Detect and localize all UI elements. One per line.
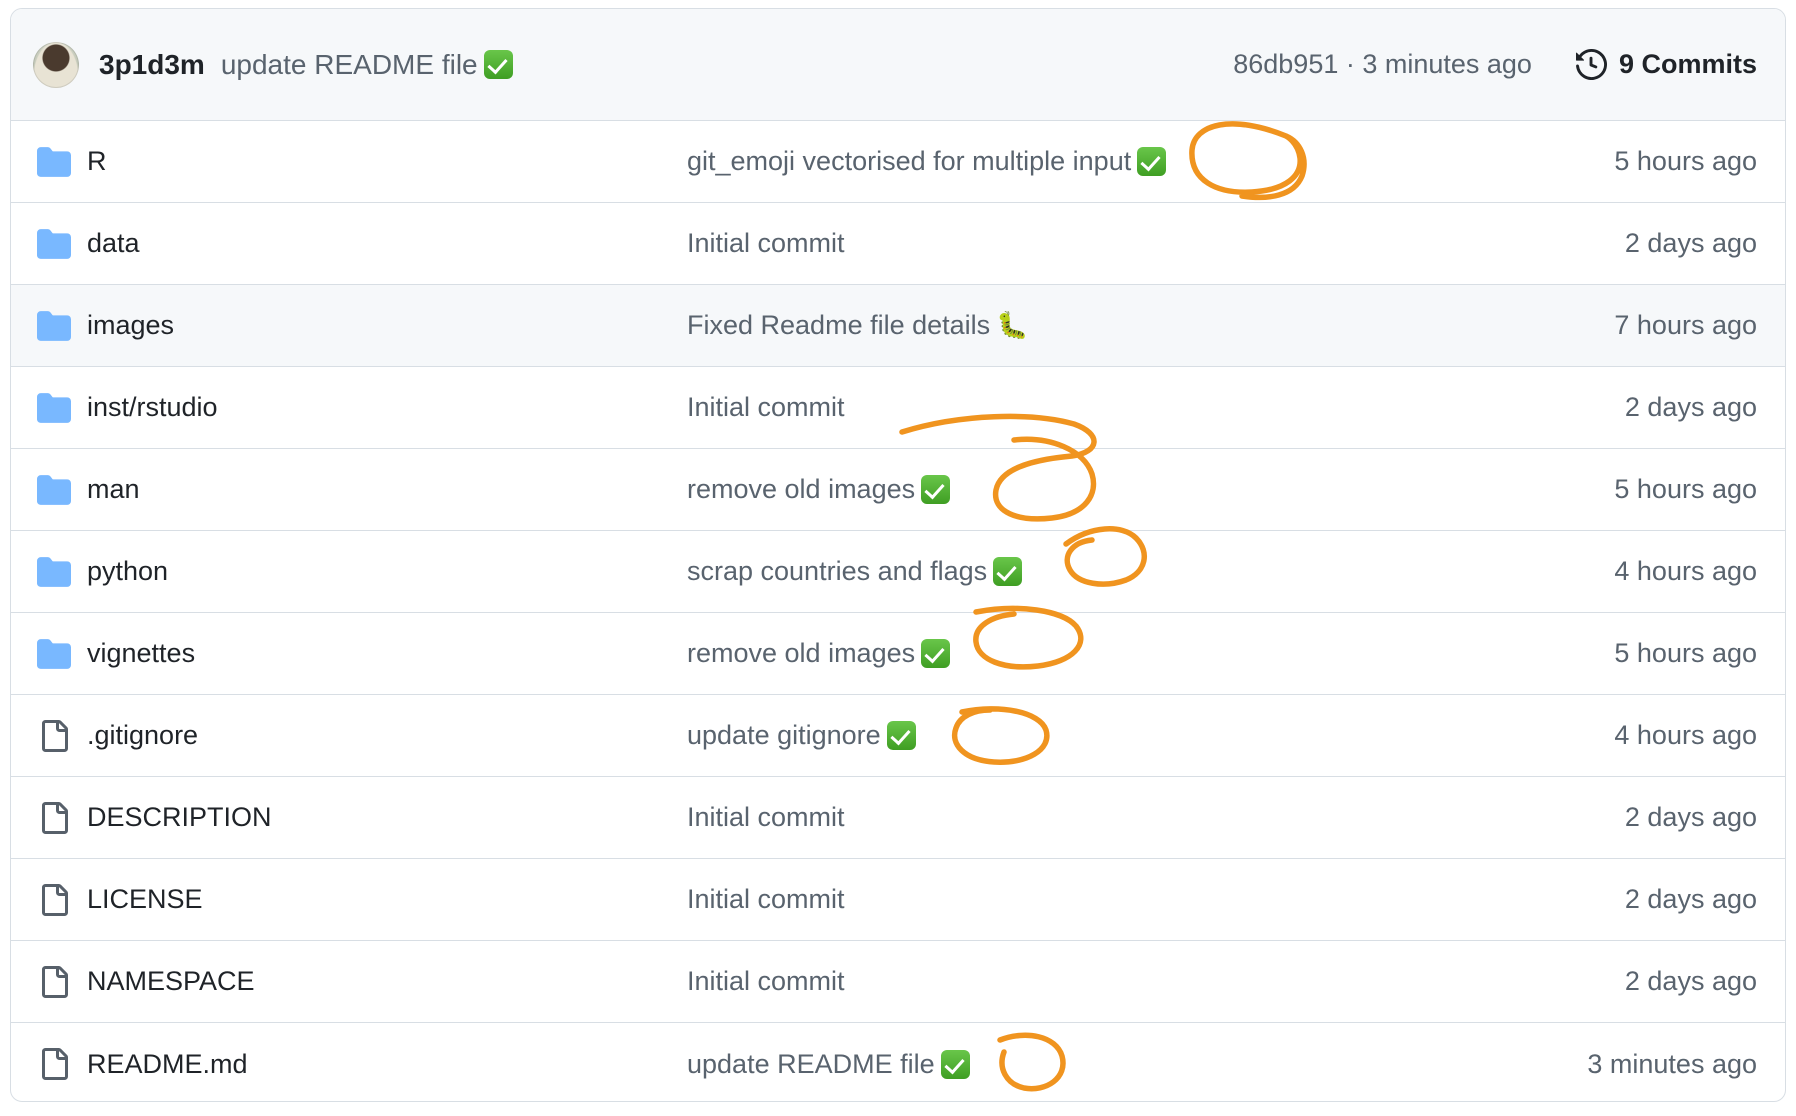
commit-message-text: Initial commit <box>687 392 845 422</box>
file-icon <box>37 965 71 998</box>
file-name-link[interactable]: vignettes <box>87 638 196 668</box>
repository-file-browser: 3p1d3m update README file 86db951 · 3 mi… <box>10 8 1786 1102</box>
commit-timestamp: 2 days ago <box>1624 884 1757 914</box>
white-check-mark-icon <box>1137 147 1167 176</box>
white-check-mark-icon <box>921 639 951 668</box>
table-row[interactable]: vignettes remove old images 5 hours ago <box>11 613 1785 695</box>
white-check-mark-icon <box>886 721 916 750</box>
table-row[interactable]: .gitignore update gitignore 4 hours ago <box>11 695 1785 777</box>
commits-link[interactable]: 9 Commits <box>1575 49 1757 80</box>
file-name-link[interactable]: LICENSE <box>87 884 203 914</box>
white-check-mark-icon <box>921 475 951 504</box>
folder-icon <box>37 227 71 261</box>
commit-message-text: update README file <box>687 1048 935 1079</box>
history-clock-icon <box>1575 49 1607 80</box>
table-row[interactable]: README.md update README file 3 minutes ago <box>11 1023 1785 1101</box>
commit-message-link[interactable]: Initial commit <box>687 802 1625 833</box>
table-row[interactable]: man remove old images 5 hours ago <box>11 449 1785 531</box>
folder-icon <box>37 555 71 589</box>
file-name-link[interactable]: inst/rstudio <box>87 392 218 422</box>
folder-icon <box>37 473 71 507</box>
commit-message-text: update gitignore <box>687 720 881 750</box>
table-row[interactable]: inst/rstudio Initial commit 2 days ago <box>11 367 1785 449</box>
commit-timestamp: 2 days ago <box>1624 392 1757 422</box>
file-name-link[interactable]: NAMESPACE <box>87 966 255 996</box>
white-check-mark-icon <box>483 50 513 79</box>
commit-message-link[interactable]: Initial commit <box>687 392 1625 423</box>
table-row[interactable]: python scrap countries and flags 4 hours a… <box>11 531 1785 613</box>
commit-timestamp: 4 hours ago <box>1614 720 1757 750</box>
folder-icon <box>37 637 71 671</box>
table-row[interactable]: LICENSE Initial commit 2 days ago <box>11 859 1785 941</box>
white-check-mark-icon <box>993 557 1023 586</box>
latest-commit-header: 3p1d3m update README file 86db951 · 3 mi… <box>11 9 1785 121</box>
file-name-link[interactable]: DESCRIPTION <box>87 802 272 832</box>
commit-message-link[interactable]: remove old images <box>687 638 1614 669</box>
folder-icon <box>37 309 71 343</box>
commit-message-link[interactable]: Initial commit <box>687 966 1625 997</box>
folder-icon <box>37 145 71 179</box>
commit-message-text: Initial commit <box>687 228 845 258</box>
commit-timestamp: 5 hours ago <box>1614 474 1757 504</box>
commit-message-link[interactable]: remove old images <box>687 474 1614 505</box>
commit-message-text: Initial commit <box>687 966 845 996</box>
commit-timestamp: 4 hours ago <box>1614 556 1757 586</box>
commit-message-link[interactable]: Fixed Readme file details 🐛 <box>687 310 1614 341</box>
commit-timestamp: 2 days ago <box>1624 228 1757 258</box>
folder-icon <box>37 391 71 425</box>
table-row[interactable]: DESCRIPTION Initial commit 2 days ago <box>11 777 1785 859</box>
commit-message-link[interactable]: Initial commit <box>687 228 1625 259</box>
commit-timestamp: 5 hours ago <box>1614 146 1757 176</box>
file-name-link[interactable]: images <box>87 310 175 340</box>
commit-timestamp: 3 minutes ago <box>1587 1048 1757 1079</box>
table-row[interactable]: NAMESPACE Initial commit 2 days ago <box>11 941 1785 1023</box>
commit-message-link[interactable]: git_emoji vectorised for multiple input <box>687 146 1614 177</box>
commit-message-link[interactable]: update gitignore <box>687 720 1614 751</box>
file-name-link[interactable]: README.md <box>87 1048 248 1079</box>
file-name-link[interactable]: man <box>87 474 140 504</box>
file-icon <box>37 1048 71 1080</box>
commit-message-link[interactable]: scrap countries and flags <box>687 556 1614 587</box>
commit-timestamp: 7 hours ago <box>1614 310 1757 340</box>
commit-message-link[interactable]: update README file <box>687 1049 1587 1080</box>
avatar[interactable] <box>33 41 79 88</box>
commit-timestamp: 5 hours ago <box>1614 638 1757 668</box>
commit-hash-and-time[interactable]: 86db951 · 3 minutes ago <box>1233 49 1532 79</box>
bug-icon: 🐛 <box>996 310 1029 340</box>
commit-message-text: Initial commit <box>687 884 845 914</box>
commit-timestamp: 2 days ago <box>1624 802 1757 832</box>
file-name-link[interactable]: python <box>87 556 169 586</box>
commit-message-link[interactable]: Initial commit <box>687 884 1625 915</box>
commit-message-text: git_emoji vectorised for multiple input <box>687 146 1132 176</box>
white-check-mark-icon <box>940 1049 970 1079</box>
commit-message-text: remove old images <box>687 638 916 668</box>
file-icon <box>37 801 71 834</box>
file-name-link[interactable]: data <box>87 228 140 258</box>
commit-message-text: scrap countries and flags <box>687 556 988 586</box>
commit-message-text: remove old images <box>687 474 916 504</box>
file-icon <box>37 719 71 752</box>
file-icon <box>37 883 71 916</box>
commit-timestamp: 2 days ago <box>1624 966 1757 996</box>
commit-message-text: Initial commit <box>687 802 845 832</box>
table-row[interactable]: data Initial commit 2 days ago <box>11 203 1785 285</box>
table-row[interactable]: images Fixed Readme file details 🐛 7 hours … <box>11 285 1785 367</box>
latest-commit-message[interactable]: update README file <box>220 48 478 80</box>
file-name-link[interactable]: .gitignore <box>87 720 199 750</box>
commit-author-name[interactable]: 3p1d3m <box>99 48 205 80</box>
commits-count-label: 9 Commits <box>1618 49 1757 79</box>
commit-message-text: Fixed Readme file details <box>687 310 991 340</box>
file-name-link[interactable]: R <box>87 146 107 176</box>
